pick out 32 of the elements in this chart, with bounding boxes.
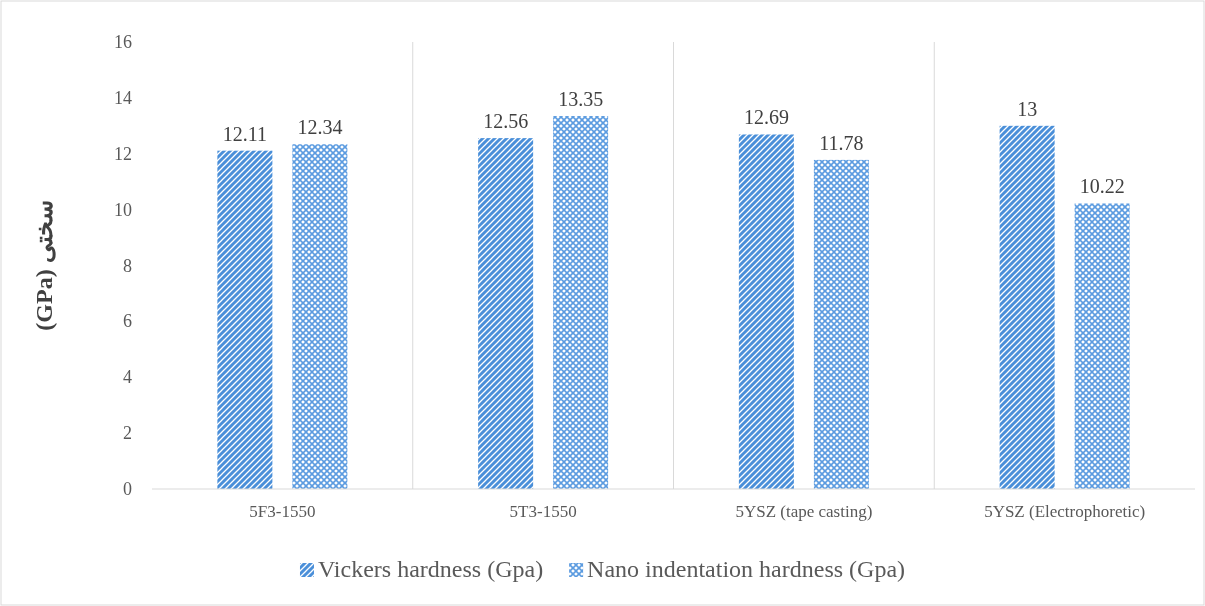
y-tick-label: 6	[123, 311, 132, 332]
x-tick-label: 5F3-1550	[249, 502, 316, 521]
bar	[813, 159, 869, 489]
y-tick-label: 10	[114, 199, 132, 220]
legend-label: Vickers hardness (Gpa)	[317, 556, 544, 582]
data-label: 13	[1017, 97, 1038, 120]
x-tick-label: 5YSZ (Electrophoretic)	[984, 502, 1146, 521]
x-tick-label: 5T3-1550	[509, 502, 577, 521]
y-tick-label: 14	[114, 87, 132, 108]
data-label: 12.69	[743, 106, 789, 129]
data-label: 12.34	[297, 116, 343, 139]
bar	[999, 125, 1055, 489]
bar	[553, 116, 609, 489]
y-axis-title: سختی (GPa)	[31, 200, 57, 331]
y-tick-label: 12	[114, 143, 132, 164]
y-tick-label: 2	[123, 423, 132, 444]
bar	[1074, 203, 1130, 489]
bar	[738, 134, 794, 489]
data-label: 10.22	[1079, 175, 1125, 198]
bar	[217, 150, 273, 489]
data-label: 12.11	[222, 122, 268, 145]
x-tick-label: 5YSZ (tape casting)	[735, 502, 873, 521]
data-label: 13.35	[558, 88, 604, 111]
y-tick-label: 0	[123, 479, 132, 499]
legend-label: Nano indentation hardness (Gpa)	[587, 556, 906, 582]
data-label: 11.78	[819, 131, 864, 154]
bar	[292, 144, 348, 489]
bar	[478, 138, 534, 489]
data-label: 12.56	[483, 110, 529, 133]
y-tick-label: 16	[114, 32, 132, 52]
y-tick-label: 4	[123, 367, 132, 388]
y-tick-label: 8	[123, 255, 132, 276]
